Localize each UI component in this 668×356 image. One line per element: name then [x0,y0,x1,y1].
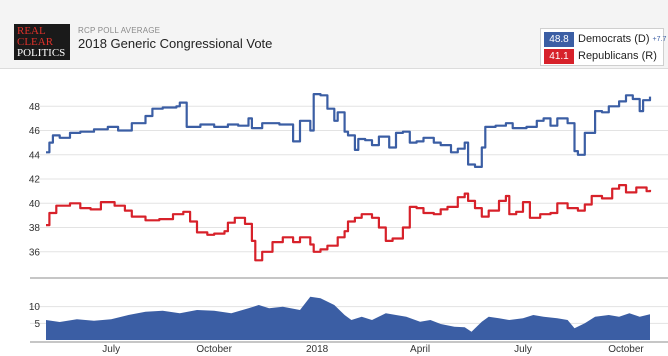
spread-area-fill[interactable] [46,296,650,340]
x-tick-label: April [410,344,430,355]
y-tick-label: 36 [29,247,41,258]
spread-y-tick-label: 5 [34,319,40,330]
y-axis-ticks: 36 38 40 42 44 46 48 5 10 [29,102,41,330]
democrats-value-badge: 48.8 [544,31,574,47]
x-tick-label: 2018 [306,344,329,355]
x-tick-label: July [514,344,532,355]
logo-word-clear: CLEAR [17,36,54,48]
logo-word-politics: POLITICS [17,47,66,59]
democrats-label: Democrats (D) [578,33,650,45]
y-tick-label: 44 [29,150,41,161]
y-tick-label: 38 [29,223,41,234]
legend: 48.8 Democrats (D) +7.7 41.1 Republicans… [540,28,666,66]
republicans-value-badge: 41.1 [544,48,574,64]
x-tick-label: July [102,344,120,355]
spread-y-tick-label: 10 [29,302,41,313]
rcp-logo: REAL CLEAR POLITICS [14,24,70,60]
spread-value: +7.7 [652,35,667,43]
republicans-label: Republicans (R) [578,50,657,62]
x-tick-label: October [196,344,232,355]
x-tick-label: October [608,344,644,355]
chart-title: 2018 Generic Congressional Vote [78,36,273,51]
y-tick-label: 46 [29,126,41,137]
chart-kicker: RCP POLL AVERAGE [78,26,161,35]
republicans-line[interactable] [46,184,652,262]
y-tick-label: 42 [29,175,41,186]
series-lines [46,93,652,262]
legend-item-democrats[interactable]: 48.8 Democrats (D) +7.7 [544,31,666,47]
y-tick-label: 48 [29,102,41,113]
y-tick-label: 40 [29,199,41,210]
spread-area [46,296,650,340]
legend-item-republicans[interactable]: 41.1 Republicans (R) [544,48,657,64]
x-axis-ticks: July October 2018 April July October [102,344,644,355]
democrats-line[interactable] [46,93,652,168]
logo-word-real: REAL [17,25,46,37]
chart-header: REAL CLEAR POLITICS RCP POLL AVERAGE 201… [0,0,668,69]
